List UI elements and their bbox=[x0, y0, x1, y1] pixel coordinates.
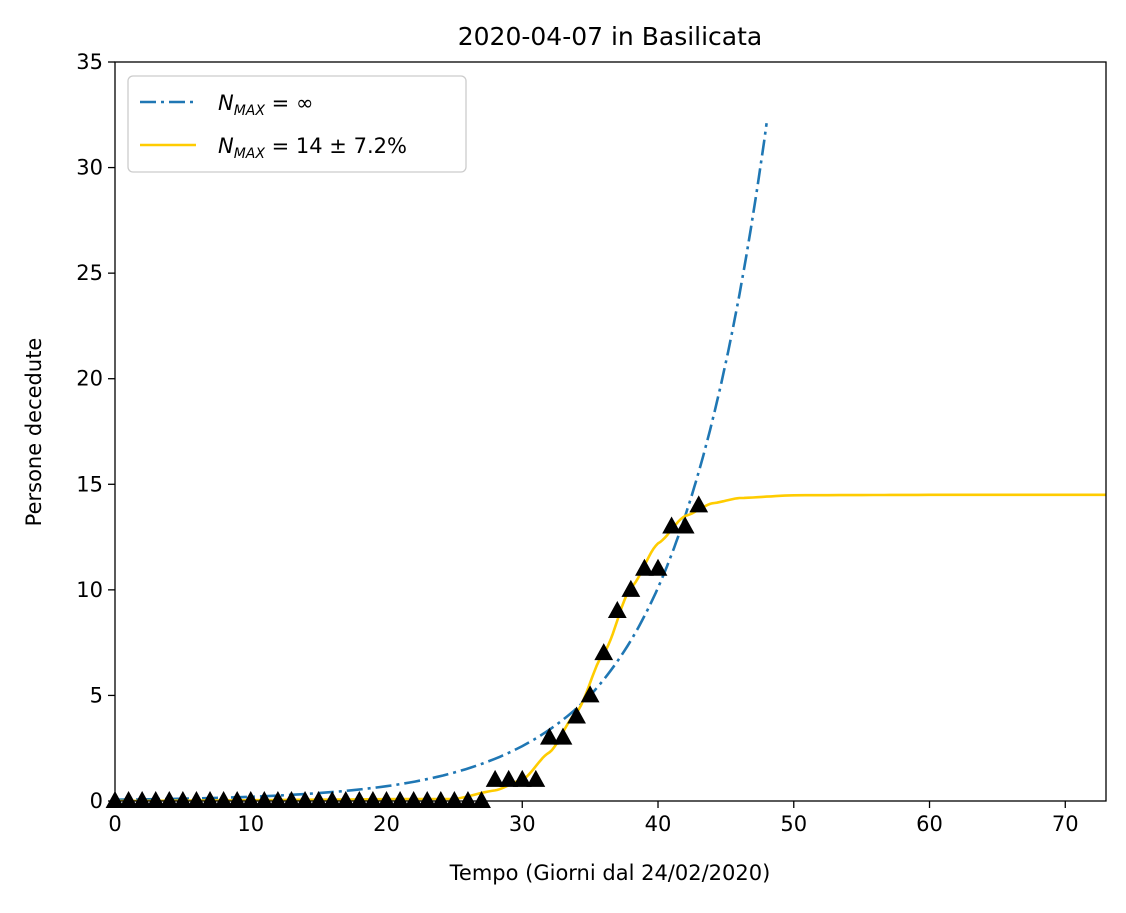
data-point-marker bbox=[132, 790, 152, 808]
data-point-marker bbox=[635, 558, 654, 576]
y-axis-ticks: 0 5 10 15 20 25 30 35 bbox=[76, 50, 115, 813]
data-point-marker bbox=[173, 790, 193, 808]
x-axis-ticks: 0 10 20 30 40 50 60 70 bbox=[108, 801, 1079, 836]
data-point-marker bbox=[214, 790, 234, 808]
data-point-marker bbox=[390, 790, 410, 808]
data-point-marker bbox=[404, 790, 424, 808]
y-tick-label: 20 bbox=[76, 367, 103, 391]
data-point-marker bbox=[268, 790, 288, 808]
data-point-marker bbox=[526, 769, 546, 787]
x-tick-label: 20 bbox=[373, 812, 400, 836]
data-point-marker bbox=[458, 790, 478, 808]
data-point-marker bbox=[227, 790, 247, 808]
plot-frame bbox=[114, 61, 1107, 802]
data-point-marker bbox=[662, 516, 681, 534]
y-tick-label: 35 bbox=[76, 50, 103, 74]
x-tick-label: 30 bbox=[509, 812, 536, 836]
legend-label-infinite: NMAX = ∞ bbox=[218, 91, 313, 119]
y-tick-label: 0 bbox=[90, 789, 103, 813]
data-point-marker bbox=[607, 600, 627, 618]
data-point-marker bbox=[146, 790, 166, 808]
chart-title: 2020-04-07 in Basilicata bbox=[458, 22, 763, 51]
marker-layer bbox=[105, 495, 709, 808]
x-tick-label: 50 bbox=[780, 812, 807, 836]
data-point-marker bbox=[472, 790, 491, 808]
data-point-marker bbox=[119, 790, 138, 808]
data-point-marker bbox=[540, 727, 559, 745]
x-tick-label: 0 bbox=[108, 812, 121, 836]
data-point-marker bbox=[282, 790, 301, 808]
legend-label-fit: NMAX = 14 ± 7.2% bbox=[218, 134, 407, 162]
data-point-marker bbox=[621, 579, 641, 597]
x-tick-label: 40 bbox=[645, 812, 672, 836]
data-point-marker bbox=[485, 769, 505, 787]
y-axis-label: Persone decedute bbox=[22, 338, 46, 527]
y-tick-label: 15 bbox=[76, 472, 103, 496]
y-tick-label: 10 bbox=[76, 578, 103, 602]
data-point-marker bbox=[512, 769, 532, 787]
data-point-marker bbox=[689, 495, 709, 513]
x-tick-label: 70 bbox=[1052, 812, 1079, 836]
data-point-marker bbox=[159, 790, 179, 808]
data-point-marker bbox=[336, 790, 356, 808]
legend: NMAX = ∞ NMAX = 14 ± 7.2% bbox=[127, 75, 467, 173]
data-point-marker bbox=[349, 790, 369, 808]
series-line-infinite bbox=[115, 123, 768, 801]
x-tick-label: 60 bbox=[916, 812, 943, 836]
x-tick-label: 10 bbox=[237, 812, 264, 836]
data-point-marker bbox=[309, 790, 329, 808]
data-point-marker bbox=[648, 558, 668, 576]
data-point-marker bbox=[363, 790, 383, 808]
y-tick-label: 30 bbox=[76, 156, 103, 180]
data-point-marker bbox=[594, 643, 614, 661]
data-point-marker bbox=[200, 790, 220, 808]
data-point-marker bbox=[567, 706, 586, 724]
data-point-marker bbox=[187, 790, 206, 808]
data-point-marker bbox=[580, 685, 600, 703]
data-point-marker bbox=[322, 790, 342, 808]
data-point-marker bbox=[295, 790, 315, 808]
y-tick-label: 5 bbox=[90, 683, 103, 707]
data-point-marker bbox=[444, 790, 464, 808]
data-point-marker bbox=[553, 727, 573, 745]
data-point-marker bbox=[431, 790, 451, 808]
data-point-marker bbox=[417, 790, 437, 808]
legend-box bbox=[127, 75, 467, 173]
data-point-marker bbox=[499, 769, 519, 787]
data-point-marker bbox=[254, 790, 274, 808]
data-point-marker bbox=[675, 516, 695, 534]
y-tick-label: 25 bbox=[76, 261, 103, 285]
x-axis-label: Tempo (Giorni dal 24/02/2020) bbox=[449, 861, 771, 885]
